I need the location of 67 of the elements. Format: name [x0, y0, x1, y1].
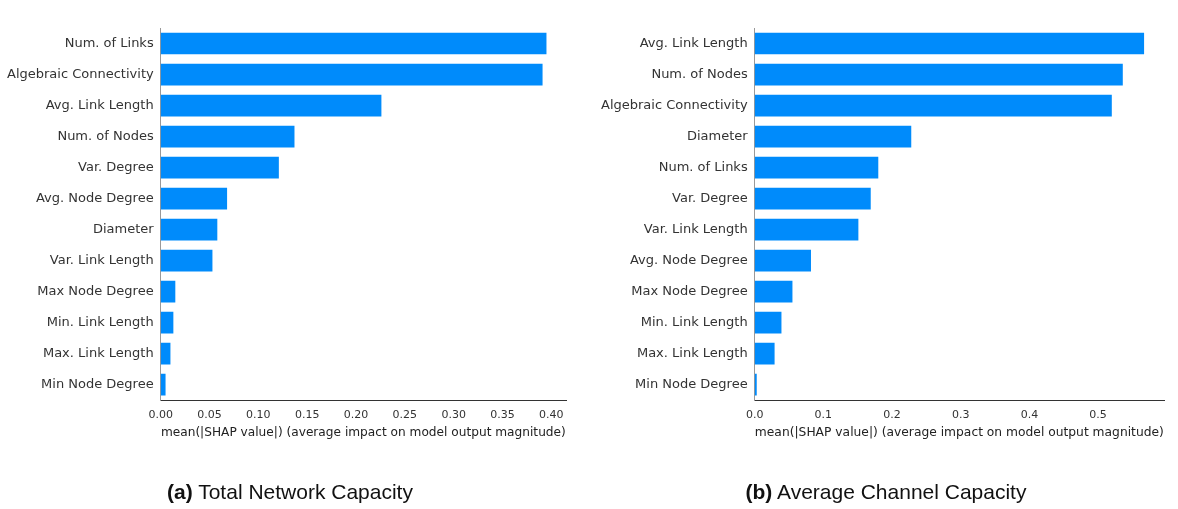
- y-tick-label: Num. of Links: [64, 34, 154, 50]
- x-tick-label: 0.2: [883, 407, 901, 421]
- x-tick-label: 0.00: [148, 407, 173, 421]
- x-tick-label: 0.3: [951, 407, 970, 421]
- text: (b) Average Channel Capacity: [744, 480, 1028, 504]
- bar: [160, 187, 228, 210]
- bar: [160, 311, 174, 334]
- x-tick-label: 0.5: [1089, 407, 1107, 421]
- x-axis-title: mean(|SHAP value|) (average impact on model output magnitude): [160, 423, 566, 439]
- y-tick-label: Num. of Links: [658, 158, 748, 174]
- x-tick-label: 0.15: [294, 407, 320, 421]
- bar: [160, 249, 213, 272]
- y-tick-label: Var. Degree: [78, 158, 154, 174]
- y-tick-label: Avg. Node Degree: [629, 252, 748, 267]
- x-tick-label: 0.1: [814, 407, 833, 421]
- y-tick-label: Min. Link Length: [640, 314, 748, 330]
- y-tick-label: Avg. Link Length: [639, 34, 748, 50]
- y-tick-label: Max. Link Length: [636, 345, 748, 361]
- y-tick-label: Num. of Nodes: [57, 127, 154, 143]
- y-tick-label: Num. of Nodes: [651, 65, 748, 81]
- x-tick-label: 0.40: [539, 407, 564, 421]
- y-tick-label: Avg. Link Length: [45, 96, 154, 112]
- y-tick-label: Diameter: [92, 220, 155, 236]
- bar: [754, 94, 1112, 117]
- y-tick-label: Min. Link Length: [46, 314, 154, 330]
- bar: [754, 156, 879, 179]
- bar: [160, 94, 382, 117]
- bar: [160, 373, 166, 396]
- y-tick-label: Diameter: [686, 127, 749, 143]
- bar: [754, 249, 811, 272]
- x-tick-label: 0.4: [1020, 407, 1039, 421]
- x-tick-label: 0.05: [197, 407, 222, 421]
- bar: [754, 63, 1123, 86]
- bar: [754, 280, 793, 303]
- x-tick-label: 0.10: [246, 407, 271, 421]
- bar: [160, 280, 176, 303]
- y-tick-label: Algebraic Connectivity: [7, 65, 154, 81]
- bar: [754, 373, 757, 396]
- bar: [160, 342, 171, 365]
- bar: [754, 218, 859, 241]
- bar: [160, 32, 547, 55]
- bar: [754, 342, 775, 365]
- y-tick-label: Var. Degree: [672, 189, 748, 205]
- x-tick-label: 0.0: [745, 407, 764, 421]
- x-tick-label: 0.30: [441, 407, 466, 421]
- bar: [160, 125, 295, 148]
- bar: [160, 218, 218, 241]
- y-tick-label: Var. Link Length: [49, 252, 154, 267]
- y-tick-label: Var. Link Length: [643, 220, 748, 236]
- x-tick-label: 0.20: [343, 407, 369, 421]
- y-tick-label: Max. Link Length: [42, 345, 154, 361]
- y-tick-label: Max Node Degree: [631, 283, 748, 299]
- bar: [754, 187, 871, 210]
- y-tick-label: Algebraic Connectivity: [601, 96, 748, 112]
- bar: [754, 311, 782, 334]
- bar: [754, 125, 912, 148]
- bar: [754, 32, 1145, 55]
- y-tick-label: Min Node Degree: [41, 376, 154, 392]
- y-tick-label: Max Node Degree: [37, 283, 154, 299]
- y-tick-label: Avg. Node Degree: [35, 189, 154, 205]
- x-axis-title: mean(|SHAP value|) (average impact on model output magnitude): [754, 423, 1164, 439]
- bar: [160, 63, 543, 86]
- y-tick-label: Min Node Degree: [635, 376, 748, 392]
- bar: [160, 156, 279, 179]
- x-tick-label: 0.25: [392, 407, 418, 421]
- text: (a) Total Network Capacity: [166, 480, 414, 504]
- x-tick-label: 0.35: [490, 407, 515, 421]
